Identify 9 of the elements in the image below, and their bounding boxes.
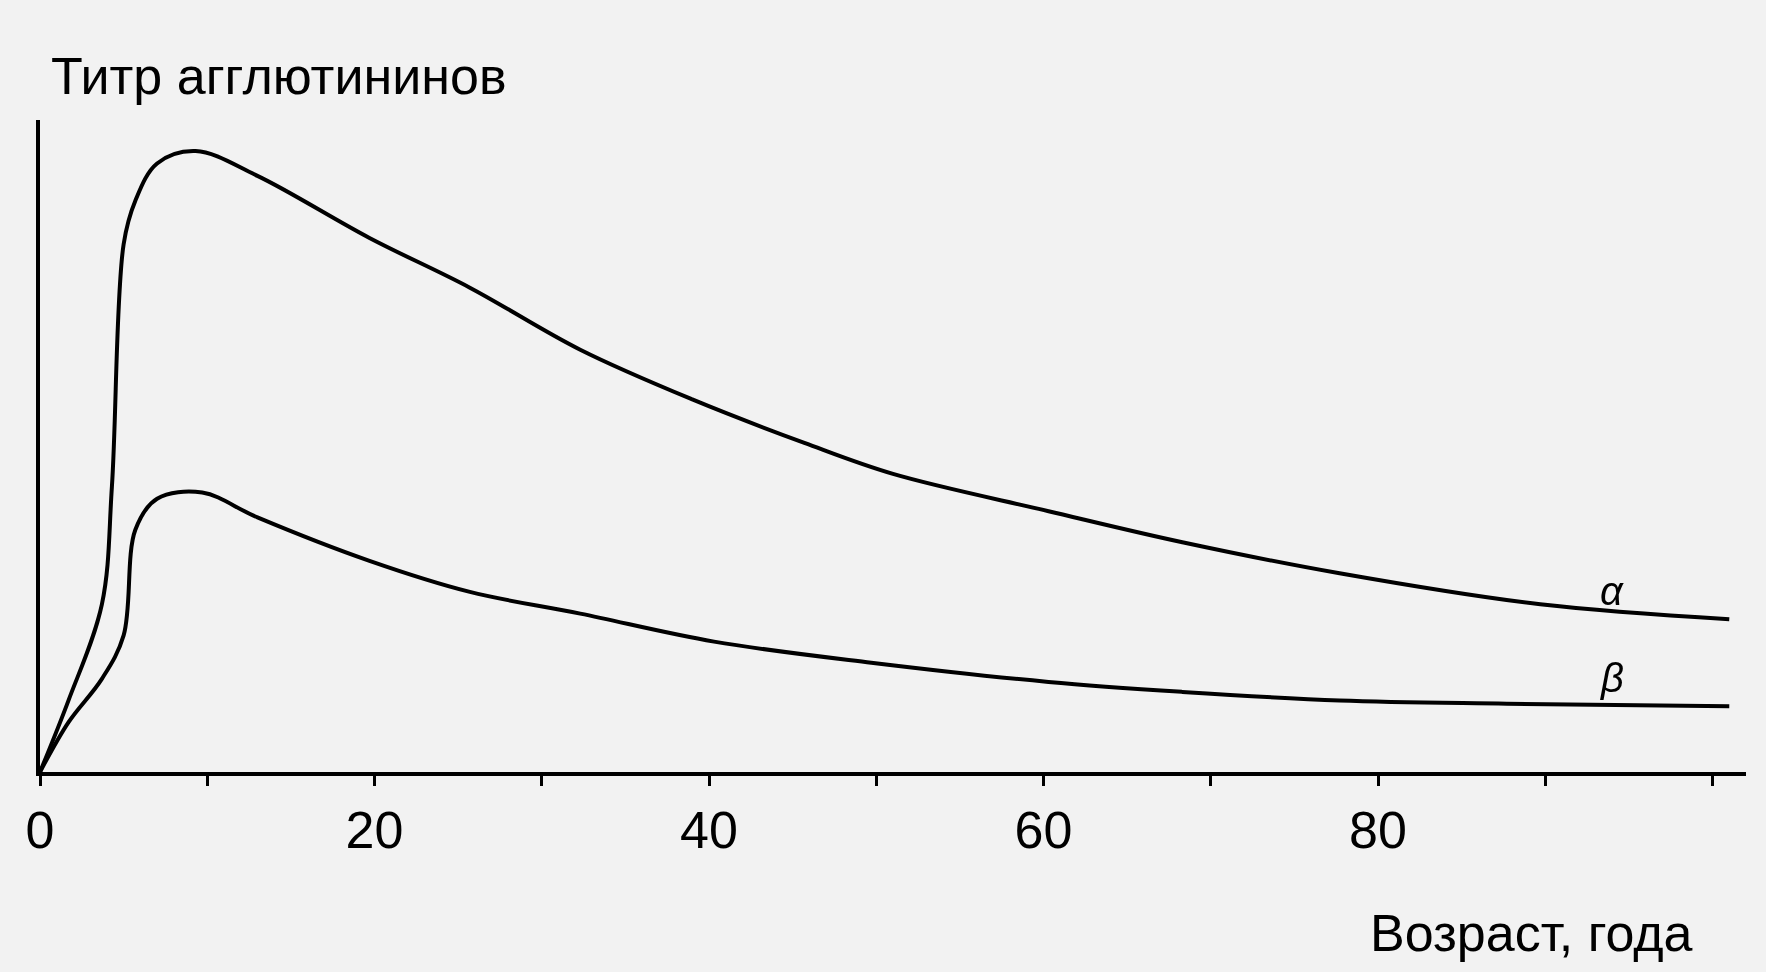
x-tick-label: 60 — [1014, 801, 1073, 860]
series-label: β — [1600, 656, 1624, 700]
x-tick-label: 20 — [345, 801, 404, 860]
y-axis-title: Титр агглютининов — [51, 47, 507, 105]
x-tick-label: 0 — [25, 801, 55, 860]
series-label: α — [1600, 569, 1624, 613]
x-tick-label: 80 — [1349, 801, 1407, 860]
x-axis-title: Возраст, года — [1370, 904, 1693, 962]
x-tick-label: 40 — [680, 801, 738, 860]
